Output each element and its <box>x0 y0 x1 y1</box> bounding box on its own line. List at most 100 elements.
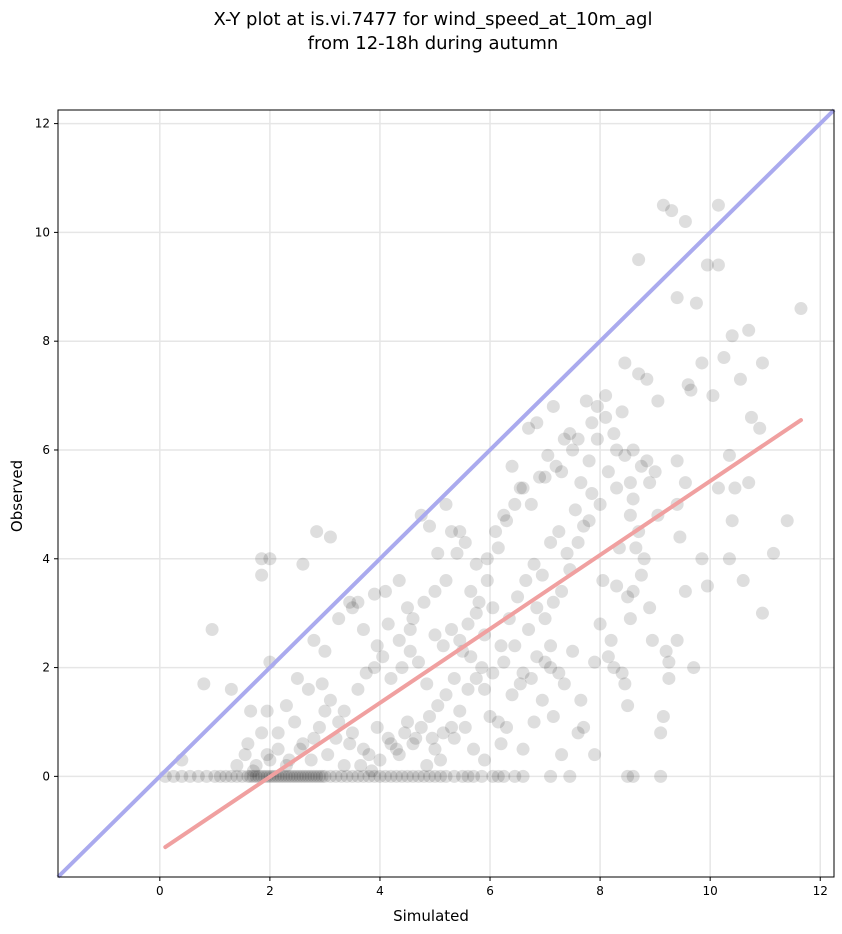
data-point <box>524 497 538 511</box>
data-point <box>535 568 549 582</box>
data-point <box>700 579 714 593</box>
data-point <box>458 720 472 734</box>
data-point <box>365 764 379 778</box>
data-point <box>629 541 643 555</box>
data-point <box>571 432 585 446</box>
data-point <box>497 508 511 522</box>
data-point <box>695 356 709 370</box>
data-point <box>491 769 505 783</box>
data-point <box>450 546 464 560</box>
data-point <box>610 579 624 593</box>
data-point <box>337 704 351 718</box>
data-point <box>175 769 189 783</box>
data-point <box>623 508 637 522</box>
data-point <box>467 769 481 783</box>
data-point <box>323 530 337 544</box>
data-point <box>167 769 181 783</box>
data-point <box>513 481 527 495</box>
data-point <box>544 769 558 783</box>
data-point <box>637 552 651 566</box>
data-point <box>370 720 384 734</box>
data-point <box>593 497 607 511</box>
data-point <box>615 405 629 419</box>
data-point <box>263 552 277 566</box>
data-point <box>555 465 569 479</box>
data-point <box>453 525 467 539</box>
data-point <box>483 710 497 724</box>
data-point <box>422 519 436 533</box>
data-point <box>577 720 591 734</box>
data-point <box>304 769 318 783</box>
data-point <box>706 389 720 403</box>
data-point <box>546 595 560 609</box>
data-point <box>728 481 742 495</box>
data-point <box>403 644 417 658</box>
y-tick-label: 8 <box>42 334 50 348</box>
data-point <box>486 601 500 615</box>
data-point <box>183 769 197 783</box>
data-point <box>544 535 558 549</box>
data-point <box>640 454 654 468</box>
x-tick-label: 0 <box>156 884 164 898</box>
data-point <box>486 769 500 783</box>
data-point <box>645 633 659 647</box>
data-point <box>389 742 403 756</box>
data-point <box>406 769 420 783</box>
data-point <box>312 769 326 783</box>
data-point <box>359 666 373 680</box>
data-point <box>428 769 442 783</box>
data-point <box>392 633 406 647</box>
data-point <box>296 737 310 751</box>
data-point <box>742 476 756 490</box>
data-point <box>626 769 640 783</box>
data-point <box>288 715 302 729</box>
data-point <box>345 601 359 615</box>
data-point <box>717 351 731 365</box>
data-point <box>453 704 467 718</box>
data-point <box>461 769 475 783</box>
data-point <box>436 726 450 740</box>
data-point <box>431 699 445 713</box>
data-point <box>373 753 387 767</box>
data-point <box>332 612 346 626</box>
data-point <box>208 769 222 783</box>
data-point <box>400 769 414 783</box>
data-point <box>318 644 332 658</box>
data-point <box>345 769 359 783</box>
data-point <box>351 682 365 696</box>
data-point <box>279 769 293 783</box>
data-point <box>643 601 657 615</box>
data-point <box>469 671 483 685</box>
data-point <box>417 595 431 609</box>
data-point <box>722 448 736 462</box>
data-point <box>433 753 447 767</box>
scatter-points <box>158 198 808 783</box>
data-point <box>500 514 514 528</box>
data-point <box>343 595 357 609</box>
data-point <box>301 769 315 783</box>
data-point <box>436 639 450 653</box>
data-point <box>362 748 376 762</box>
data-point <box>246 764 260 778</box>
x-tick-label: 12 <box>813 884 828 898</box>
data-point <box>557 677 571 691</box>
data-point <box>662 655 676 669</box>
data-point <box>343 737 357 751</box>
data-point <box>282 769 296 783</box>
x-tick-label: 10 <box>703 884 718 898</box>
data-point <box>260 704 274 718</box>
data-point <box>191 769 205 783</box>
data-point <box>516 742 530 756</box>
data-point <box>659 644 673 658</box>
data-point <box>566 644 580 658</box>
data-point <box>464 650 478 664</box>
data-point <box>753 421 767 435</box>
data-point <box>293 769 307 783</box>
data-point <box>373 769 387 783</box>
data-point <box>552 666 566 680</box>
data-point <box>755 356 769 370</box>
data-point <box>445 525 459 539</box>
data-point <box>489 525 503 539</box>
data-point <box>321 748 335 762</box>
data-point <box>673 530 687 544</box>
